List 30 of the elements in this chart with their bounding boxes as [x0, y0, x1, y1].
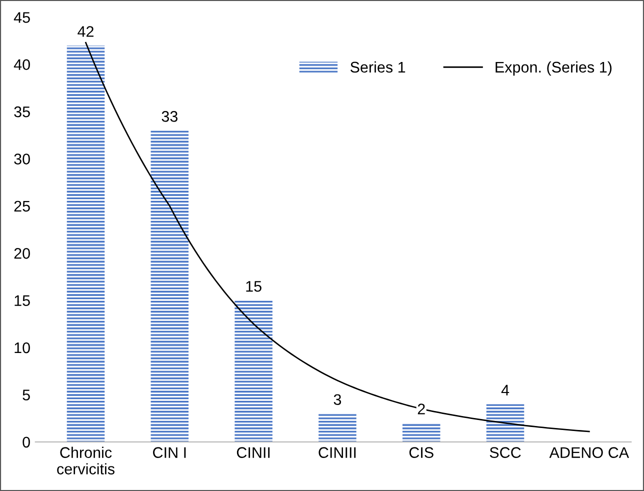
y-tick-label: 40 — [14, 59, 30, 70]
y-tick-label: 15 — [14, 295, 30, 306]
y-tick-label: 0 — [22, 436, 30, 448]
y-tick-label: 10 — [14, 342, 30, 354]
bar — [234, 300, 272, 442]
x-tick-label: SCC — [490, 447, 521, 458]
data-label: 4 — [501, 384, 510, 396]
bar — [486, 404, 524, 442]
y-tick-label: 45 — [14, 12, 30, 23]
y-tick-label: 25 — [14, 200, 30, 212]
y-tick-label: 20 — [14, 248, 30, 259]
legend-label: Expon. (Series 1) — [496, 61, 612, 76]
bar — [318, 414, 356, 442]
bar — [150, 130, 189, 442]
y-tick-label: 35 — [14, 106, 30, 118]
x-tick-label: Chronic cervicitis — [57, 446, 114, 474]
y-tick-label: 30 — [14, 154, 30, 164]
data-label: 15 — [246, 281, 262, 292]
x-tick-label: CINIII — [318, 447, 356, 458]
x-tick-label: CIN I — [153, 447, 186, 458]
data-label: 33 — [162, 111, 178, 122]
x-tick-label: CINII — [236, 447, 270, 458]
bar — [402, 423, 440, 442]
legend-label: Series 1 — [350, 61, 406, 73]
bar — [66, 46, 105, 442]
data-label: 42 — [78, 26, 94, 37]
data-label: 3 — [334, 394, 342, 406]
y-tick-label: 5 — [22, 390, 30, 400]
x-tick-label: CIS — [409, 447, 434, 458]
x-tick-label: ADENO CA — [549, 447, 630, 458]
